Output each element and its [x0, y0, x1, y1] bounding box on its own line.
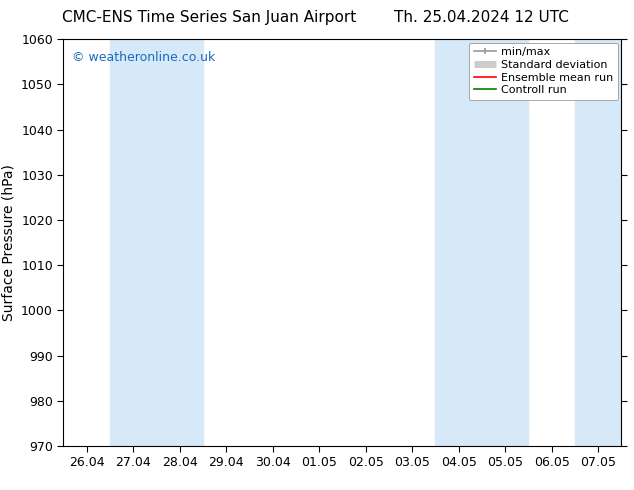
Legend: min/max, Standard deviation, Ensemble mean run, Controll run: min/max, Standard deviation, Ensemble me…	[469, 43, 618, 100]
Text: CMC-ENS Time Series San Juan Airport: CMC-ENS Time Series San Juan Airport	[62, 10, 356, 25]
Bar	[157, 39, 203, 446]
Text: © weatheronline.co.uk: © weatheronline.co.uk	[72, 51, 215, 64]
Y-axis label: Surface Pressure (hPa): Surface Pressure (hPa)	[1, 164, 16, 321]
Bar	[575, 39, 621, 446]
Bar	[110, 39, 157, 446]
Bar	[482, 39, 528, 446]
Text: Th. 25.04.2024 12 UTC: Th. 25.04.2024 12 UTC	[394, 10, 569, 25]
Bar	[436, 39, 482, 446]
